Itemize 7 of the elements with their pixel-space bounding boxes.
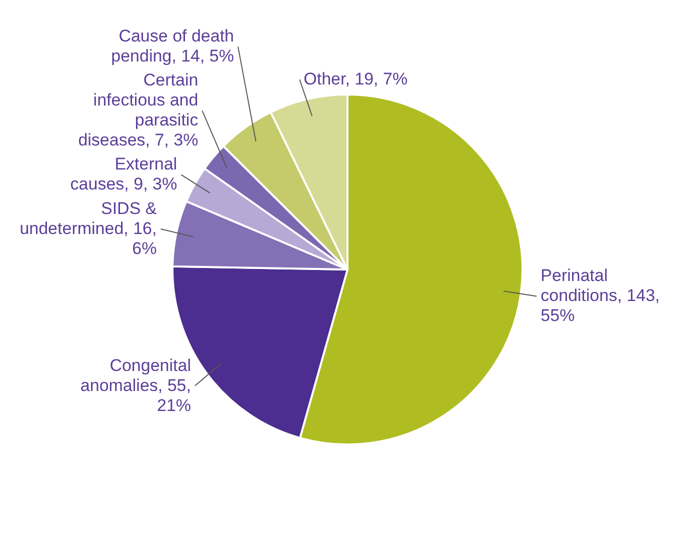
slice-label: Perinatal conditions, 143, 55%	[540, 266, 660, 326]
slice-label: Certain infectious and parasitic diseases, 7, 3%	[78, 70, 199, 150]
slice-label: SIDS & undetermined, 16, 6%	[20, 199, 158, 258]
slice-label: External causes, 9, 3%	[70, 154, 178, 194]
slice-label: Congenital anomalies, 55, 21%	[80, 356, 191, 415]
slice-label: Cause of death pending, 14, 5%	[111, 26, 234, 66]
slice-label: Other, 19, 7%	[304, 70, 408, 88]
